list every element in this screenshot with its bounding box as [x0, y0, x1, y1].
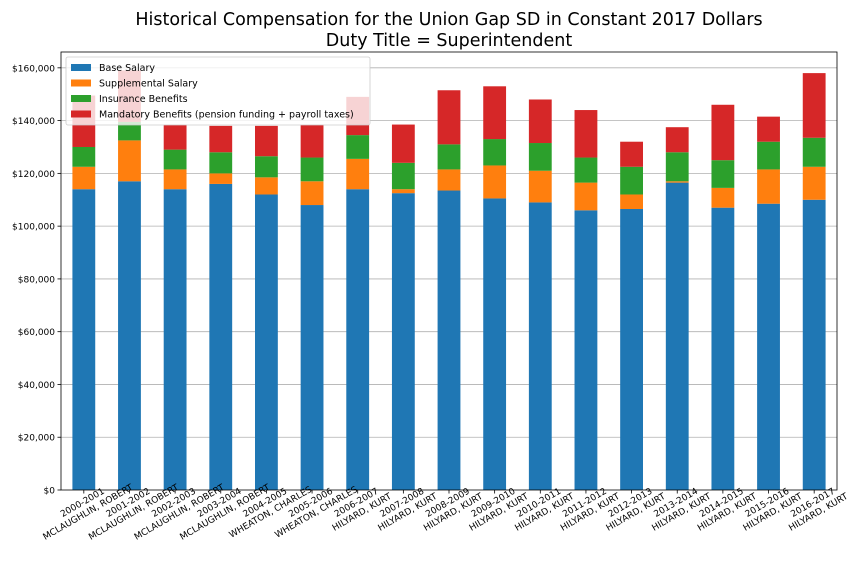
bar-segment: [437, 90, 461, 145]
bar-segment: [665, 152, 689, 182]
y-tick-label: $40,000: [18, 381, 55, 391]
bar-segment: [255, 194, 278, 490]
bar-segment: [72, 189, 96, 490]
bar-segment: [528, 143, 552, 171]
bar-segment: [437, 169, 461, 191]
bar-segment: [711, 207, 735, 491]
bar-segment: [346, 189, 370, 490]
legend-swatch: [71, 110, 91, 118]
y-tick-label: $140,000: [12, 117, 55, 127]
bar-segment: [255, 156, 278, 178]
bar-segment: [437, 144, 461, 170]
bar-segment: [346, 135, 370, 159]
bar-segment: [300, 157, 324, 182]
bar-segment: [802, 73, 826, 138]
bar-segment: [620, 194, 643, 209]
bars: [72, 70, 826, 491]
y-tick-label: $80,000: [18, 275, 55, 285]
chart-title: Historical Compensation for the Union Ga…: [135, 10, 762, 30]
bar-segment: [757, 116, 780, 142]
bar-segment: [620, 208, 643, 491]
bar-segment: [528, 202, 552, 490]
bar-segment: [300, 124, 324, 158]
legend-swatch: [71, 79, 91, 87]
bar-segment: [391, 162, 415, 190]
bar-segment: [711, 104, 735, 161]
bar-segment: [72, 146, 96, 167]
bar-segment: [711, 187, 735, 208]
legend-swatch: [71, 64, 91, 71]
legend-box: [65, 56, 371, 126]
y-tick-label: $60,000: [18, 328, 55, 338]
y-tick-label: $160,000: [12, 64, 55, 74]
bar-segment: [620, 166, 643, 195]
bar-segment: [391, 189, 415, 194]
bar-segment: [209, 152, 233, 174]
bar-segment: [528, 99, 552, 144]
y-tick-label: $120,000: [12, 170, 55, 180]
legend-label: Supplemental Salary: [99, 79, 198, 90]
bar-segment: [209, 173, 233, 184]
bar-segment: [574, 157, 598, 183]
bar-segment: [620, 141, 643, 167]
bar-segment: [483, 198, 507, 490]
y-tick-label: $100,000: [12, 223, 55, 233]
bar-segment: [574, 182, 598, 211]
bar-segment: [574, 210, 598, 491]
bar-segment: [163, 149, 187, 170]
y-tick-label: $0: [44, 487, 56, 497]
bar-segment: [118, 181, 141, 490]
bar-segment: [163, 169, 187, 190]
bar-segment: [255, 177, 278, 195]
bar-segment: [437, 190, 461, 490]
bar-segment: [757, 141, 780, 170]
bar-segment: [574, 110, 598, 158]
bar-segment: [209, 183, 233, 490]
bar-segment: [163, 124, 187, 150]
y-tick-label: $20,000: [18, 434, 55, 444]
bar-segment: [483, 86, 507, 140]
legend-label: Base Salary: [99, 63, 155, 74]
bar-segment: [483, 165, 507, 199]
chart-subtitle: Duty Title = Superintendent: [326, 31, 573, 51]
bar-segment: [665, 127, 689, 153]
bar-segment: [72, 166, 96, 190]
bar-segment: [209, 125, 233, 153]
bar-segment: [528, 170, 552, 203]
bar-segment: [757, 203, 780, 491]
bar-segment: [118, 140, 141, 182]
legend-label: Mandatory Benefits (pension funding + pa…: [99, 110, 354, 121]
bar-segment: [300, 205, 324, 491]
bar-segment: [300, 181, 324, 206]
bar-segment: [483, 139, 507, 166]
bar-segment: [802, 199, 826, 490]
legend-swatch: [71, 95, 91, 102]
bar-segment: [665, 181, 689, 183]
legend: Base Salary Supplemental Salary Insurance …: [65, 56, 371, 126]
bar-segment: [346, 158, 370, 190]
bar-segment: [802, 166, 826, 200]
bar-segment: [118, 121, 141, 141]
bar-segment: [711, 160, 735, 188]
bar-segment: [665, 182, 689, 490]
bar-segment: [802, 137, 826, 167]
bar-segment: [757, 169, 780, 204]
bar-segment: [391, 193, 415, 490]
bar-segment: [163, 189, 187, 490]
bar-segment: [255, 125, 278, 157]
plot-frame: [60, 51, 838, 491]
legend-label: Insurance Benefits: [99, 94, 188, 105]
bar-segment: [391, 124, 415, 163]
